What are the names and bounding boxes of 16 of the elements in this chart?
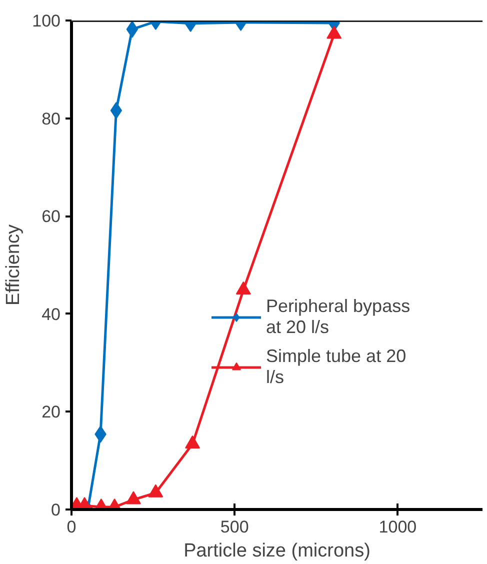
point: [126, 491, 141, 504]
y-tick-label: 20: [42, 402, 61, 422]
y-tick-label: 40: [42, 304, 61, 324]
point: [148, 484, 164, 498]
y-tick-label: 100: [32, 12, 61, 30]
x-tick-label: 0: [66, 518, 76, 536]
y-axis-title: Efficiency: [3, 224, 24, 306]
x-tick-label: 1000: [378, 518, 417, 536]
point: [185, 435, 200, 449]
y-tick-label: 60: [42, 207, 61, 226]
legend-label: Peripheral bypass at 20 l/s: [266, 295, 412, 339]
x-tick-label: 500: [220, 518, 249, 536]
x-axis-title: Particle size (microns): [184, 540, 370, 562]
legend-label: Simple tube at 20 l/s: [266, 345, 408, 389]
y-tick-label: 0: [51, 500, 61, 520]
y-tick-label: 80: [42, 109, 61, 128]
